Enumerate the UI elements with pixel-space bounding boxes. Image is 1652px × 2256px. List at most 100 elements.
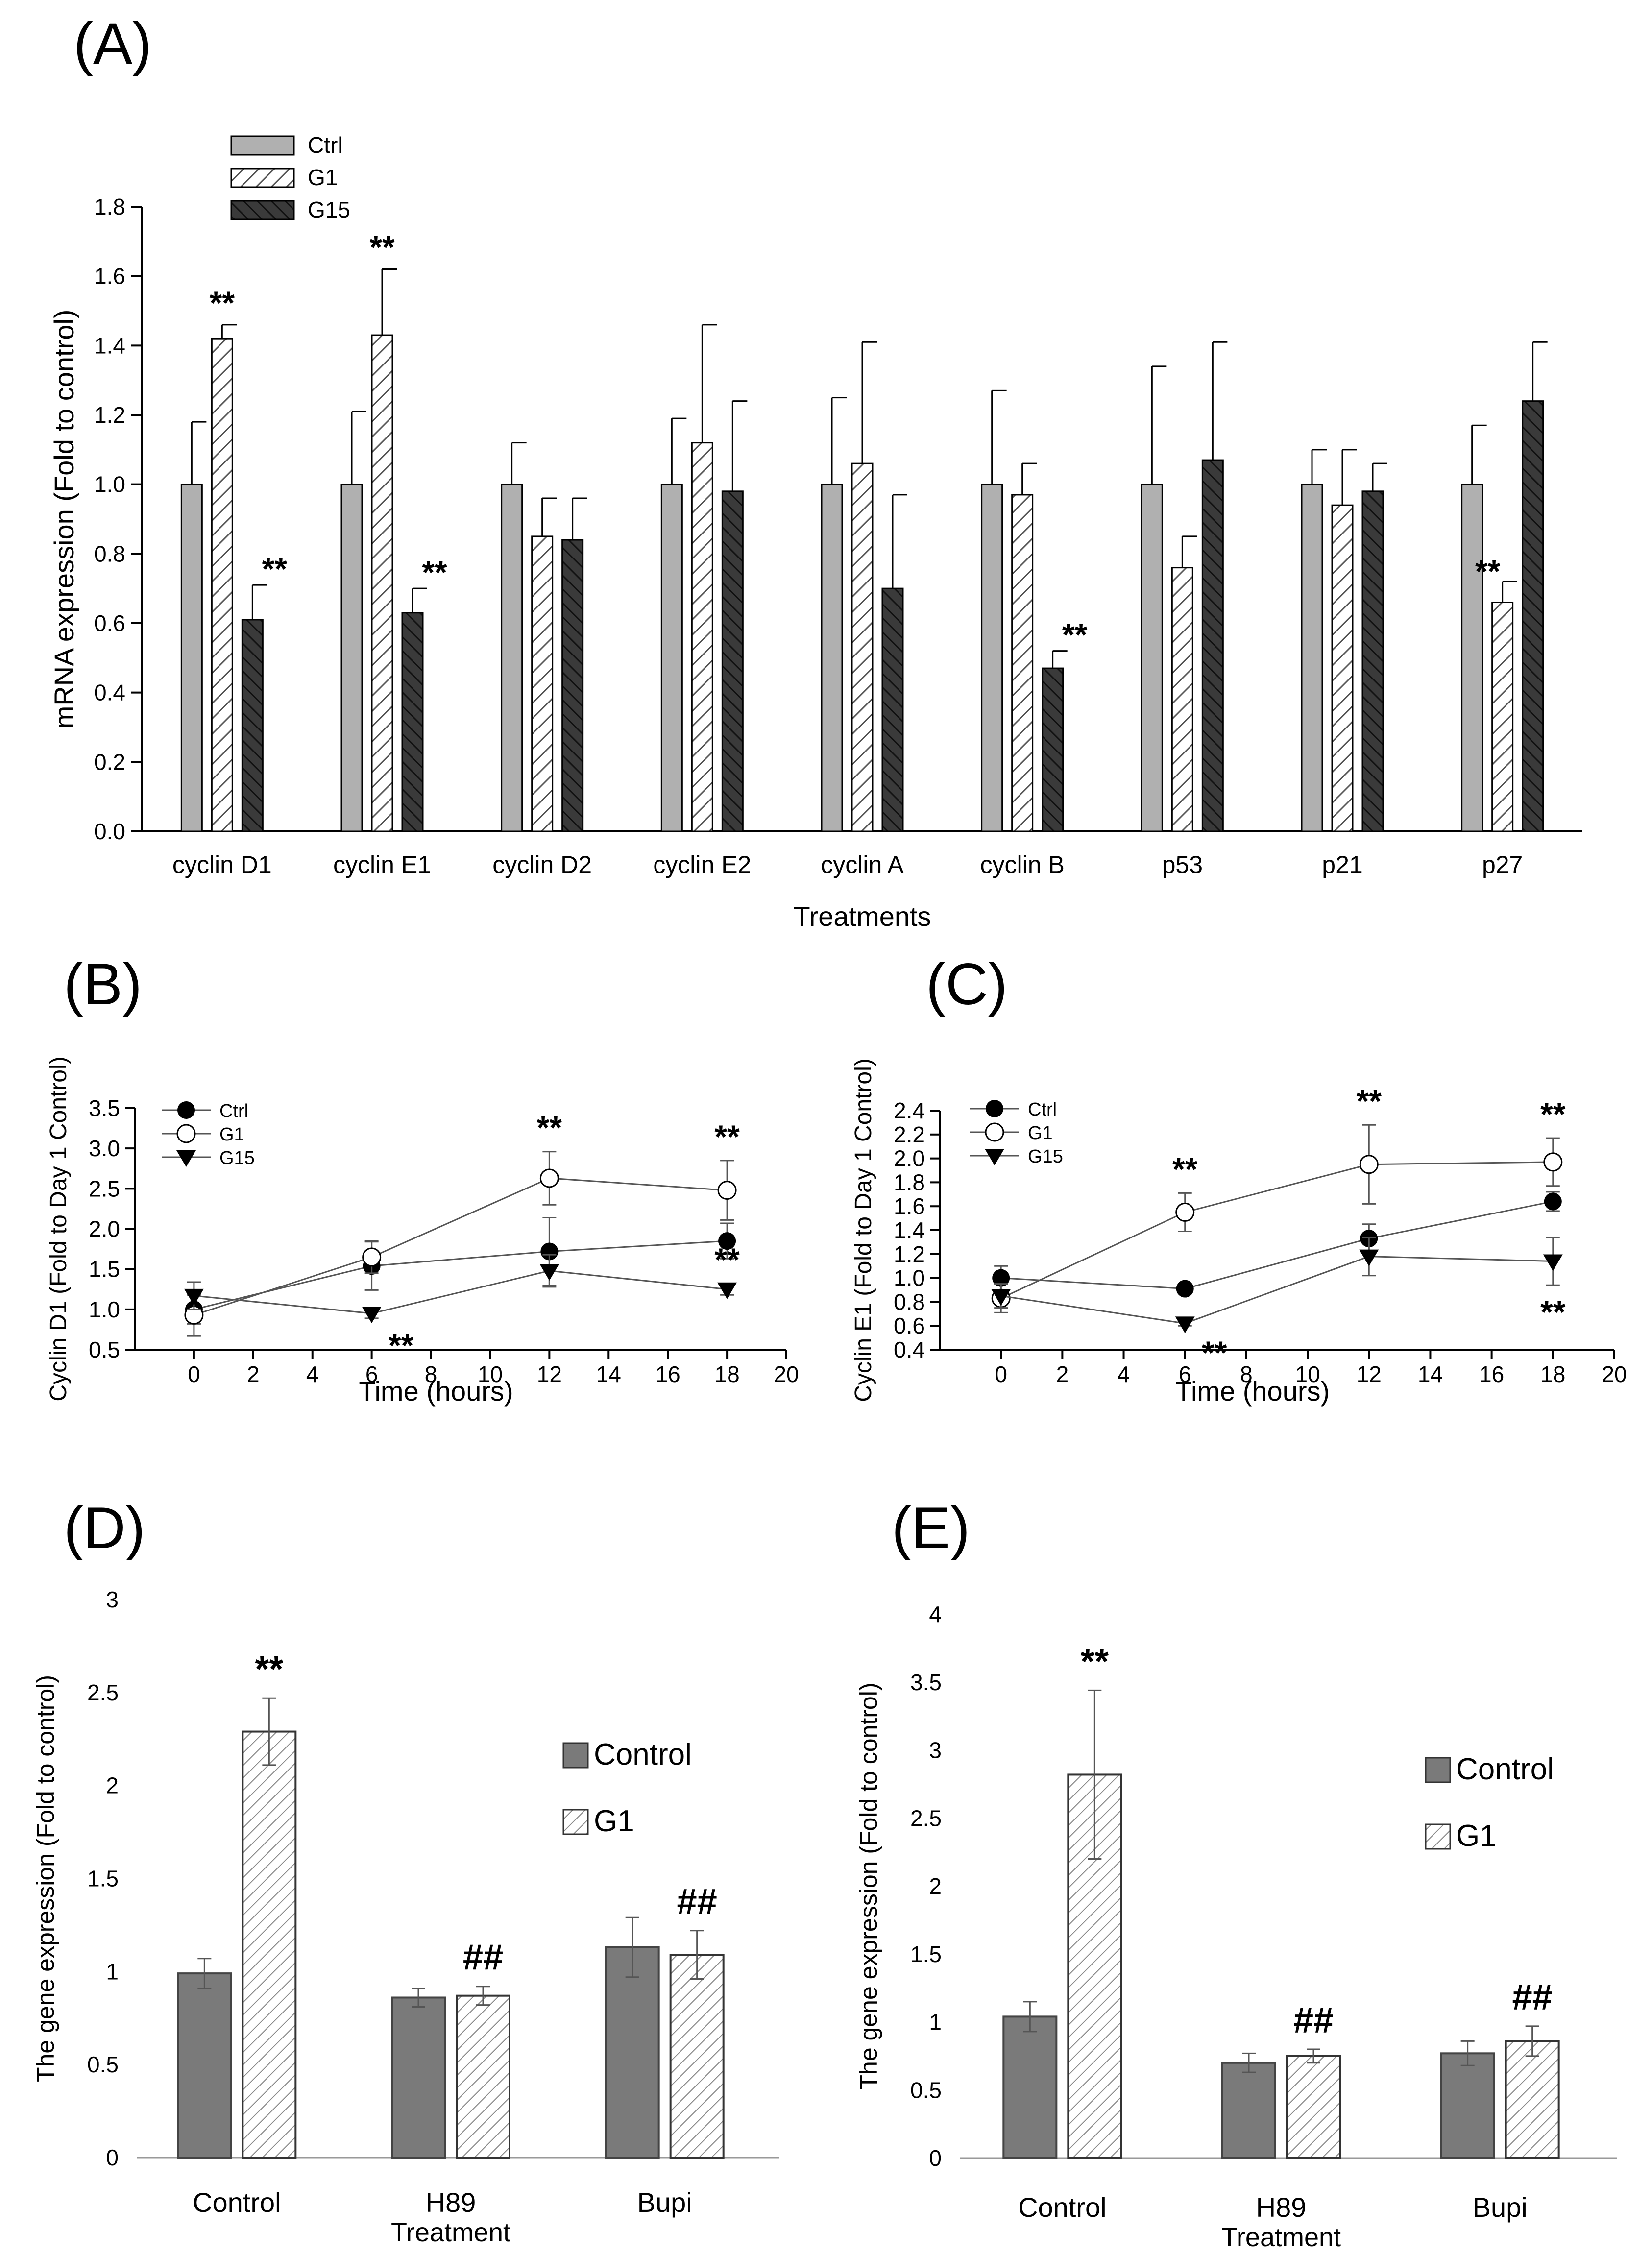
y-tick-label: 0.8 — [94, 541, 125, 566]
significance-mark: ** — [1081, 1641, 1109, 1681]
x-tick-label: 2 — [247, 1361, 260, 1387]
legend-label: G1 — [1028, 1123, 1053, 1143]
y-axis-title: The gene expression (Fold to control) — [855, 1683, 882, 2090]
y-tick-label: 0.5 — [87, 2052, 119, 2077]
significance-mark: ** — [1540, 1294, 1566, 1330]
bar-g15 — [401, 612, 424, 832]
category-label: cyclin B — [980, 851, 1065, 878]
panel-c: 0.40.60.81.01.21.41.61.82.02.22.4 0 2 4 6 8 10… — [850, 1058, 1627, 1407]
y-tick-label: 2.0 — [89, 1216, 120, 1242]
bar-g15 — [1361, 490, 1384, 832]
significance-mark: ** — [714, 1118, 740, 1155]
y-tick-label: 3.5 — [910, 1670, 942, 1695]
significance-mark: ** — [1357, 1083, 1382, 1119]
series-line-g1 — [194, 1177, 728, 1316]
x-tick-label: 0 — [995, 1361, 1007, 1387]
bar-control — [1002, 2015, 1058, 2159]
legend-swatch — [1425, 1757, 1451, 1783]
significance-mark: ** — [369, 229, 395, 266]
bar-control — [605, 1946, 660, 2159]
series-line-g15 — [1000, 1256, 1553, 1324]
legend-label: G15 — [1028, 1146, 1063, 1167]
panel-label: (A) — [73, 11, 152, 76]
bar-g1 — [371, 334, 393, 832]
significance-mark: ** — [537, 1110, 562, 1146]
y-tick-label: 0.6 — [894, 1313, 925, 1338]
legend-label: Ctrl — [308, 132, 343, 158]
y-tick-label: 1 — [106, 1959, 119, 1984]
bar-ctrl — [1141, 484, 1163, 832]
x-tick-label: 12 — [1357, 1361, 1382, 1387]
x-tick-label: 8 — [425, 1361, 437, 1387]
legend-label: G1 — [594, 1804, 634, 1838]
x-tick-label: 18 — [715, 1361, 740, 1387]
bar-g1 — [1491, 602, 1514, 832]
panel-a: 0.0 0.2 0.4 0.6 0.8 1.0 1.2 1.4 1.6 1.8 cyclin D1 *… — [49, 132, 1582, 932]
significance-mark: ** — [1540, 1096, 1566, 1132]
bar-g1 — [1505, 2040, 1560, 2159]
legend-label: G1 — [308, 165, 338, 190]
x-tick-label: 18 — [1540, 1361, 1565, 1387]
y-tick-label: 1.5 — [910, 1941, 942, 1967]
y-tick-label: 1.2 — [94, 402, 125, 428]
y-tick-label: 1.8 — [894, 1169, 925, 1195]
y-tick-label: 2.5 — [89, 1176, 120, 1201]
y-tick-label: 1.8 — [94, 194, 125, 219]
y-axis-title: mRNA expression (Fold to control) — [49, 310, 79, 729]
bar-ctrl — [180, 484, 203, 832]
bar-ctrl — [340, 484, 363, 832]
category-label: cyclin D2 — [492, 851, 592, 878]
marker-filled-circle — [540, 1242, 559, 1261]
bar-ctrl — [981, 484, 1003, 832]
bar-g1 — [1067, 1773, 1122, 2159]
significance-mark: ** — [210, 285, 235, 321]
y-tick-label: 2.2 — [894, 1122, 925, 1147]
y-tick-label: 0 — [929, 2145, 942, 2171]
category-label: cyclin E1 — [333, 851, 431, 878]
legend-label: Ctrl — [219, 1101, 248, 1121]
legend-label: G1 — [219, 1124, 244, 1145]
category-label: Bupi — [637, 2187, 692, 2218]
y-tick-label: 0.0 — [94, 819, 125, 844]
legend-label: Control — [594, 1738, 692, 1771]
x-tick-label: 12 — [537, 1361, 562, 1387]
significance-mark: ** — [1172, 1151, 1198, 1187]
x-tick-label: 6 — [365, 1361, 378, 1387]
category-label: H89 — [1256, 2192, 1307, 2223]
marker-filled-circle — [177, 1101, 195, 1119]
y-tick-label: 2.0 — [894, 1146, 925, 1171]
bar-g1 — [211, 338, 233, 832]
y-tick-label: 0.4 — [94, 680, 125, 705]
y-tick-label: 3 — [929, 1738, 942, 1763]
y-tick-label: 3 — [106, 1587, 119, 1612]
marker-open-circle — [1175, 1202, 1195, 1222]
significance-mark: ** — [422, 554, 447, 590]
y-tick-label: 1.4 — [894, 1217, 925, 1243]
legend-label: G15 — [219, 1148, 255, 1168]
significance-mark: ## — [1293, 2000, 1334, 2040]
y-tick-label: 1.0 — [89, 1297, 120, 1322]
legend-swatch — [1425, 1823, 1451, 1850]
y-tick-label: 1.5 — [89, 1257, 120, 1282]
significance-mark: ** — [1202, 1334, 1227, 1371]
chart-root: (A)(B) (C)(D) (E)0.00.20.40.60.81.01.21.41… — [32, 11, 1627, 2252]
category-label: Control — [1018, 2192, 1107, 2223]
series-line-g1 — [1000, 1161, 1553, 1299]
y-tick-label: 3.5 — [89, 1095, 120, 1121]
significance-mark: ## — [463, 1937, 503, 1978]
x-axis-title: Treatment — [1221, 2223, 1341, 2252]
y-tick-label: 2.5 — [87, 1680, 119, 1705]
bar-g15 — [241, 619, 264, 832]
x-axis-title: Treatments — [793, 901, 931, 932]
legend-swatch — [230, 135, 295, 156]
panel-e: 0 0.5 1 1.5 2 2.5 3 3.5 4 Control ** H89 ## Bupi ## Tre… — [855, 1601, 1617, 2252]
bar-g1 — [669, 1954, 725, 2159]
y-tick-label: 0.5 — [89, 1337, 120, 1362]
significance-mark: ** — [1062, 617, 1088, 653]
legend-label: Control — [1456, 1752, 1554, 1786]
marker-triangle-down — [1359, 1249, 1379, 1266]
marker-filled-circle — [986, 1100, 1003, 1117]
series-line-g15 — [194, 1270, 728, 1314]
category-label: cyclin D1 — [172, 851, 272, 878]
